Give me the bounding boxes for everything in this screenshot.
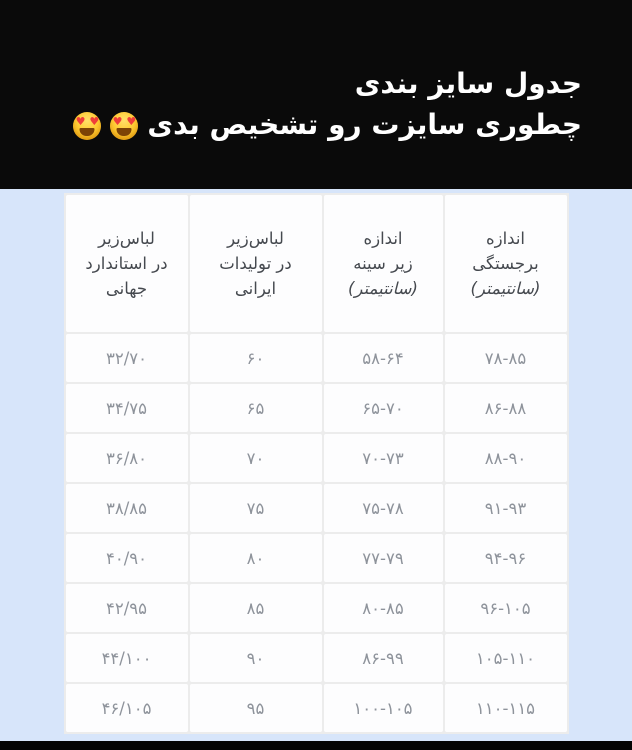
size-cell: ۴۰/۹۰ [65, 534, 188, 582]
table-row: ۹۴-۹۶ ۷۷-۷۹ ۸۰ ۴۰/۹۰ [65, 534, 567, 582]
size-cell: ۶۵ [189, 384, 322, 432]
size-cell: ۹۱-۹۳ [444, 484, 567, 532]
table-row: ۸۸-۹۰ ۷۰-۷۳ ۷۰ ۳۶/۸۰ [65, 434, 567, 482]
size-cell: ۷۷-۷۹ [323, 534, 443, 582]
size-cell: ۱۱۰-۱۱۵ [444, 684, 567, 732]
col-header-line: جهانی [105, 279, 148, 298]
size-cell: ۹۶-۱۰۵ [444, 584, 567, 632]
size-cell: ۷۵-۷۸ [323, 484, 443, 532]
col-header-underbust: اندازه زیر سینه (سانتیمتر) [323, 195, 443, 332]
size-table-body: ۷۸-۸۵ ۵۸-۶۴ ۶۰ ۳۲/۷۰ ۸۶-۸۸ ۶۵-۷۰ ۶۵ ۳۴/۷۵ ۸۸-۹۰ ۷… [65, 334, 567, 732]
size-cell: ۳۴/۷۵ [65, 384, 188, 432]
col-header-line: لباس‌زیر [98, 229, 155, 248]
table-row: ۱۰۵-۱۱۰ ۸۶-۹۹ ۹۰ ۴۴/۱۰۰ [65, 634, 567, 682]
size-cell: ۱۰۵-۱۱۰ [444, 634, 567, 682]
size-cell: ۸۵ [189, 584, 322, 632]
col-header-unit: (سانتیمتر) [348, 279, 418, 298]
heart-eyes-emoji [110, 112, 139, 140]
size-cell: ۳۸/۸۵ [65, 484, 188, 532]
size-cell: ۷۵ [189, 484, 322, 532]
size-table: اندازه برجستگی (سانتیمتر) اندازه زیر سین… [63, 193, 569, 734]
col-header-bust: اندازه برجستگی (سانتیمتر) [444, 195, 567, 332]
size-cell: ۶۵-۷۰ [323, 384, 443, 432]
col-header-iranian-size: لباس‌زیر در تولیدات ایرانی [189, 195, 322, 332]
size-cell: ۴۶/۱۰۵ [65, 684, 188, 732]
size-cell: ۳۲/۷۰ [65, 334, 188, 382]
size-cell: ۹۵ [189, 684, 322, 732]
size-cell: ۴۲/۹۵ [65, 584, 188, 632]
col-header-line: در تولیدات [219, 254, 292, 273]
size-cell: ۵۸-۶۴ [323, 334, 443, 382]
table-row: ۹۶-۱۰۵ ۸۰-۸۵ ۸۵ ۴۲/۹۵ [65, 584, 567, 632]
size-cell: ۸۶-۸۸ [444, 384, 567, 432]
size-cell: ۸۸-۹۰ [444, 434, 567, 482]
table-row: ۱۱۰-۱۱۵ ۱۰۰-۱۰۵ ۹۵ ۴۶/۱۰۵ [65, 684, 567, 732]
size-cell: ۸۰ [189, 534, 322, 582]
col-header-line: ایرانی [234, 279, 277, 298]
size-cell: ۴۴/۱۰۰ [65, 634, 188, 682]
subtitle-text: چطوری سایزت رو تشخیص بدی [147, 108, 582, 141]
col-header-line: برجستگی [472, 254, 539, 273]
size-cell: ۳۶/۸۰ [65, 434, 188, 482]
size-cell: ۹۰ [189, 634, 322, 682]
col-header-line: لباس‌زیر [227, 229, 284, 248]
size-cell: ۶۰ [189, 334, 322, 382]
size-cell: ۷۸-۸۵ [444, 334, 567, 382]
header-row: اندازه برجستگی (سانتیمتر) اندازه زیر سین… [65, 195, 567, 332]
col-header-line: در استاندارد [85, 254, 168, 273]
bottom-strip [0, 741, 632, 750]
col-header-international-size: لباس‌زیر در استاندارد جهانی [65, 195, 188, 332]
size-cell: ۹۴-۹۶ [444, 534, 567, 582]
page-subtitle: چطوری سایزت رو تشخیص بدی [20, 104, 582, 145]
size-cell: ۷۰ [189, 434, 322, 482]
table-area: اندازه برجستگی (سانتیمتر) اندازه زیر سین… [0, 189, 632, 741]
table-row: ۹۱-۹۳ ۷۵-۷۸ ۷۵ ۳۸/۸۵ [65, 484, 567, 532]
col-header-line: اندازه [363, 229, 403, 248]
col-header-unit: (سانتیمتر) [470, 279, 541, 298]
size-cell: ۸۶-۹۹ [323, 634, 443, 682]
col-header-line: اندازه [485, 229, 526, 248]
size-cell: ۱۰۰-۱۰۵ [323, 684, 443, 732]
size-cell: ۸۰-۸۵ [323, 584, 443, 632]
heart-eyes-emoji [73, 112, 102, 140]
page-title: جدول سایز بندی [354, 67, 582, 100]
story-header: جدول سایز بندی چطوری سایزت رو تشخیص بدی [0, 0, 632, 189]
col-header-line: زیر سینه [353, 254, 413, 273]
table-row: ۷۸-۸۵ ۵۸-۶۴ ۶۰ ۳۲/۷۰ [65, 334, 567, 382]
table-row: ۸۶-۸۸ ۶۵-۷۰ ۶۵ ۳۴/۷۵ [65, 384, 567, 432]
size-cell: ۷۰-۷۳ [323, 434, 443, 482]
